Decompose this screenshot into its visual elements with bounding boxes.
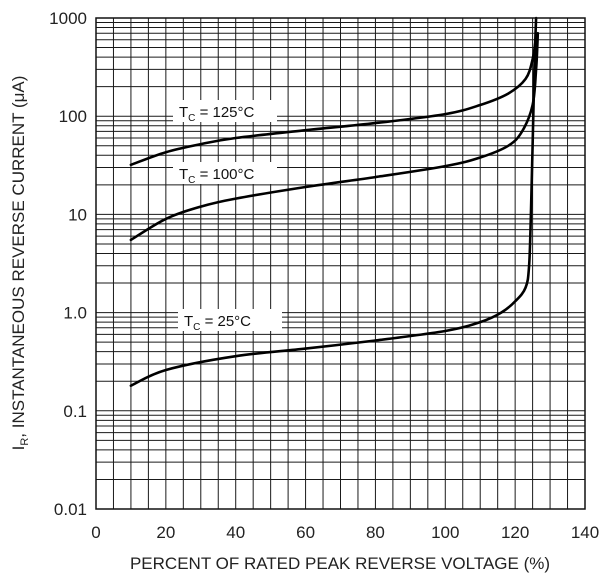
x-tick-label: 40 <box>226 523 245 542</box>
series-curves <box>129 16 540 387</box>
curve-labels: TC = 125°CTC = 100°CTC = 25°C <box>173 100 282 333</box>
x-axis-label: PERCENT OF RATED PEAK REVERSE VOLTAGE (%… <box>130 554 550 573</box>
curve-label-1: TC = 100°C <box>179 166 255 186</box>
x-tick-label: 80 <box>366 523 385 542</box>
curve-label-rest: = 100°C <box>195 166 254 183</box>
curve-label-sub: C <box>193 322 200 333</box>
grid-lines <box>96 18 585 509</box>
curve-label-0: TC = 125°C <box>179 104 255 124</box>
curve-label-2: TC = 25°C <box>184 313 251 333</box>
curve-label-rest: = 125°C <box>195 104 254 121</box>
x-tick-label: 60 <box>296 523 315 542</box>
y-tick-label: 100 <box>59 107 87 126</box>
y-tick-label: 10 <box>68 205 87 224</box>
series-curve-0 <box>129 35 538 167</box>
y-tick-label: 1000 <box>49 9 87 28</box>
y-axis-label-rest: , INSTANTANEOUS REVERSE CURRENT (μA) <box>9 76 28 438</box>
tick-labels: 0 20 40 60 80 100 120 140 0.01 0.1 1.0 10 100 1000 <box>49 9 599 542</box>
curve-label-background <box>173 162 277 184</box>
y-tick-label: 0.01 <box>54 500 87 519</box>
curve-label-main: T <box>179 104 188 121</box>
y-axis-label: IR, INSTANTANEOUS REVERSE CURRENT (μA) <box>9 76 31 451</box>
y-axis-label-main: I <box>9 446 28 451</box>
x-tick-label: 100 <box>431 523 459 542</box>
x-tick-label: 140 <box>571 523 599 542</box>
curve-label-main: T <box>179 166 188 183</box>
x-tick-label: 20 <box>156 523 175 542</box>
curve-label-rest: = 25°C <box>200 313 251 330</box>
y-tick-label: 0.1 <box>63 402 87 421</box>
x-tick-label: 0 <box>91 523 100 542</box>
curve-label-main: T <box>184 313 193 330</box>
curve-label-background <box>178 309 282 331</box>
y-tick-label: 1.0 <box>63 304 87 323</box>
series-curve-2 <box>129 16 538 387</box>
plot-frame <box>95 17 586 510</box>
x-tick-label: 120 <box>501 523 529 542</box>
curve-label-background <box>173 100 277 122</box>
curve-label-sub: C <box>188 175 195 186</box>
curve-label-sub: C <box>188 113 195 124</box>
series-curve-1 <box>129 31 540 242</box>
y-axis-label-sub: R <box>19 438 31 446</box>
